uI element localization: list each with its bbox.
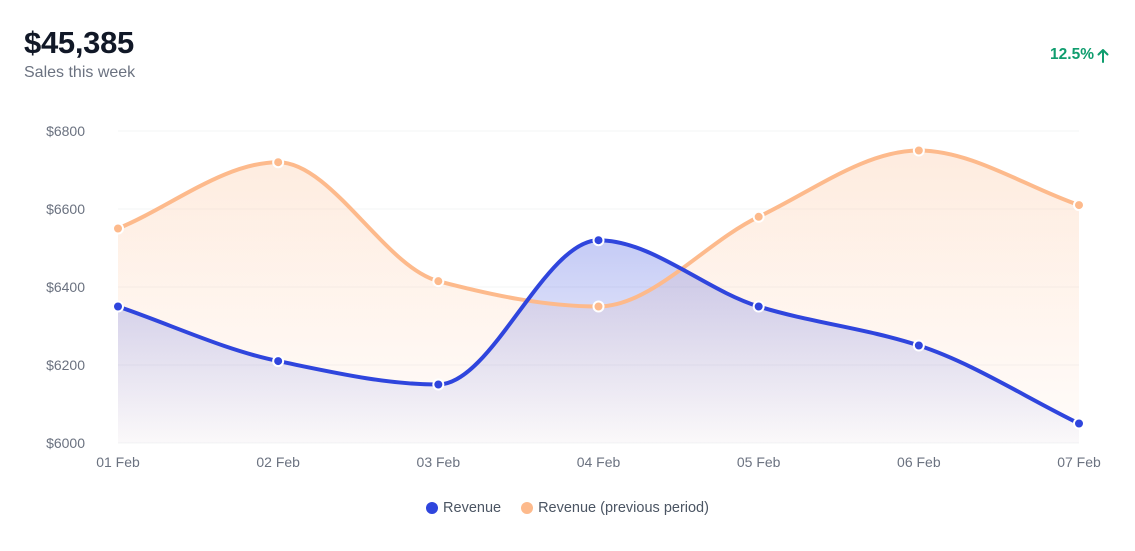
data-point-revenue[interactable] <box>272 355 285 368</box>
legend-label: Revenue <box>443 500 502 516</box>
x-tick-label: 02 Feb <box>256 454 300 470</box>
y-tick-label: $6200 <box>46 357 85 373</box>
series-area-revenue <box>118 240 1079 443</box>
data-point-previous[interactable] <box>912 144 925 157</box>
y-tick-label: $6000 <box>46 435 85 451</box>
data-point-revenue[interactable] <box>432 378 445 391</box>
y-tick-label: $6800 <box>46 123 85 139</box>
data-point-revenue[interactable] <box>752 300 765 313</box>
x-tick-label: 07 Feb <box>1057 454 1101 470</box>
legend-item-previous[interactable]: Revenue (previous period) <box>521 500 709 516</box>
y-tick-label: $6400 <box>46 279 85 295</box>
data-point-revenue[interactable] <box>112 300 124 313</box>
x-tick-label: 05 Feb <box>737 454 781 470</box>
data-point-revenue[interactable] <box>912 339 925 352</box>
arrow-up-icon <box>1097 48 1109 63</box>
data-point-revenue[interactable] <box>1073 417 1085 430</box>
chart-legend: Revenue Revenue (previous period) <box>0 500 1135 516</box>
total-sales-caption: Sales this week <box>24 64 136 81</box>
data-point-previous[interactable] <box>592 300 605 313</box>
data-point-revenue[interactable] <box>592 234 605 247</box>
legend-item-revenue[interactable]: Revenue <box>426 500 501 516</box>
data-points[interactable] <box>112 144 1085 430</box>
data-point-previous[interactable] <box>432 275 445 288</box>
change-indicator: 12.5% <box>1050 45 1109 65</box>
change-percent: 12.5% <box>1050 46 1094 63</box>
legend-marker <box>521 502 534 514</box>
total-sales-value: $45,385 <box>24 25 134 60</box>
x-tick-label: 04 Feb <box>577 454 621 470</box>
x-tick-label: 03 Feb <box>417 454 461 470</box>
summary-header: $45,385 Sales this week <box>24 26 135 83</box>
data-point-previous[interactable] <box>112 222 124 235</box>
legend-marker <box>426 502 439 514</box>
area-fills <box>118 150 1079 443</box>
x-axis-labels: 01 Feb 02 Feb 03 Feb 04 Feb 05 Feb 06 Feb 07 F… <box>96 454 1101 470</box>
data-point-previous[interactable] <box>752 210 765 223</box>
x-tick-label: 01 Feb <box>96 454 140 470</box>
y-axis-labels: $6000 $6200 $6400 $6600 $6800 <box>46 123 85 451</box>
legend-label: Revenue (previous period) <box>538 500 709 516</box>
data-point-previous[interactable] <box>272 156 285 169</box>
data-point-previous[interactable] <box>1073 199 1085 212</box>
y-tick-label: $6600 <box>46 201 85 217</box>
x-tick-label: 06 Feb <box>897 454 941 470</box>
